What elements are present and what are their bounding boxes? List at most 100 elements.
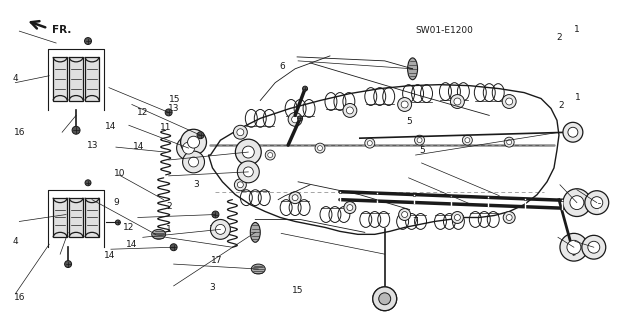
Circle shape (237, 182, 243, 188)
Text: SW01-E1200: SW01-E1200 (415, 26, 473, 35)
Text: 8: 8 (58, 95, 63, 104)
Circle shape (288, 112, 302, 126)
Circle shape (582, 235, 605, 259)
Circle shape (317, 145, 323, 151)
Circle shape (343, 103, 357, 117)
Circle shape (367, 141, 372, 145)
Circle shape (563, 122, 583, 142)
Text: 14: 14 (104, 251, 115, 260)
Circle shape (211, 219, 230, 239)
Circle shape (585, 191, 609, 214)
Circle shape (177, 136, 200, 160)
Circle shape (503, 211, 515, 223)
Circle shape (417, 138, 422, 143)
Circle shape (591, 197, 603, 209)
Text: 9: 9 (113, 198, 119, 207)
Circle shape (315, 143, 325, 153)
Circle shape (65, 261, 72, 268)
Ellipse shape (252, 264, 265, 274)
Circle shape (265, 150, 275, 160)
Circle shape (462, 135, 472, 145)
Circle shape (188, 136, 200, 148)
Circle shape (237, 129, 244, 136)
Text: 16: 16 (13, 293, 25, 301)
Text: 4: 4 (13, 74, 18, 83)
Circle shape (560, 234, 588, 261)
Circle shape (379, 293, 390, 305)
Text: 17: 17 (209, 225, 221, 234)
Circle shape (85, 180, 91, 186)
Circle shape (180, 129, 207, 155)
Circle shape (451, 211, 463, 223)
Text: 11: 11 (160, 123, 172, 132)
Circle shape (346, 107, 353, 114)
Text: 12: 12 (123, 223, 134, 232)
Text: 2: 2 (556, 33, 562, 42)
Polygon shape (209, 85, 559, 234)
Circle shape (197, 132, 204, 139)
Text: 17: 17 (211, 256, 223, 265)
Circle shape (182, 142, 195, 154)
Text: 15: 15 (292, 286, 303, 295)
Bar (53, 57, 67, 100)
Circle shape (454, 214, 460, 220)
Circle shape (243, 146, 254, 158)
Circle shape (365, 138, 375, 148)
Circle shape (506, 214, 512, 220)
Text: 1: 1 (574, 25, 580, 34)
Circle shape (397, 98, 412, 111)
Circle shape (379, 293, 390, 305)
Circle shape (165, 109, 172, 116)
Text: FR.: FR. (52, 25, 72, 35)
Circle shape (72, 126, 80, 134)
Circle shape (115, 220, 120, 225)
Circle shape (563, 189, 591, 217)
Circle shape (216, 225, 225, 234)
Bar (53, 198, 67, 237)
Text: 14: 14 (132, 142, 144, 151)
Circle shape (234, 179, 246, 191)
Text: 4: 4 (13, 237, 18, 246)
Text: 14: 14 (126, 241, 138, 249)
Text: 3: 3 (193, 180, 198, 189)
Bar (85, 198, 99, 237)
Circle shape (347, 204, 353, 211)
Circle shape (372, 287, 397, 311)
Circle shape (451, 94, 465, 108)
Text: 1: 1 (166, 225, 172, 234)
Circle shape (399, 209, 411, 220)
Circle shape (454, 98, 461, 105)
Text: 7: 7 (413, 217, 419, 226)
Circle shape (170, 244, 177, 251)
Text: 5: 5 (406, 117, 412, 126)
Circle shape (567, 240, 581, 254)
Bar (69, 57, 83, 100)
Circle shape (401, 101, 408, 108)
Circle shape (506, 98, 513, 105)
Text: 6: 6 (279, 62, 285, 71)
Ellipse shape (152, 229, 166, 239)
Circle shape (237, 161, 259, 183)
Circle shape (504, 137, 514, 147)
Circle shape (84, 38, 92, 45)
Text: 14: 14 (106, 122, 116, 131)
Circle shape (372, 287, 397, 311)
Circle shape (212, 211, 219, 218)
Circle shape (507, 140, 511, 145)
Text: 13: 13 (87, 141, 99, 150)
Text: 10: 10 (113, 169, 125, 178)
Text: 16: 16 (13, 128, 25, 137)
Circle shape (236, 139, 261, 165)
Bar (85, 57, 99, 100)
Circle shape (189, 157, 198, 167)
Circle shape (243, 167, 253, 177)
Circle shape (289, 192, 301, 204)
Circle shape (268, 152, 273, 158)
Circle shape (292, 116, 299, 123)
Circle shape (588, 241, 600, 253)
Circle shape (298, 116, 303, 121)
Circle shape (234, 125, 247, 139)
Circle shape (182, 151, 205, 173)
Circle shape (502, 94, 516, 108)
Text: 1: 1 (575, 93, 581, 102)
